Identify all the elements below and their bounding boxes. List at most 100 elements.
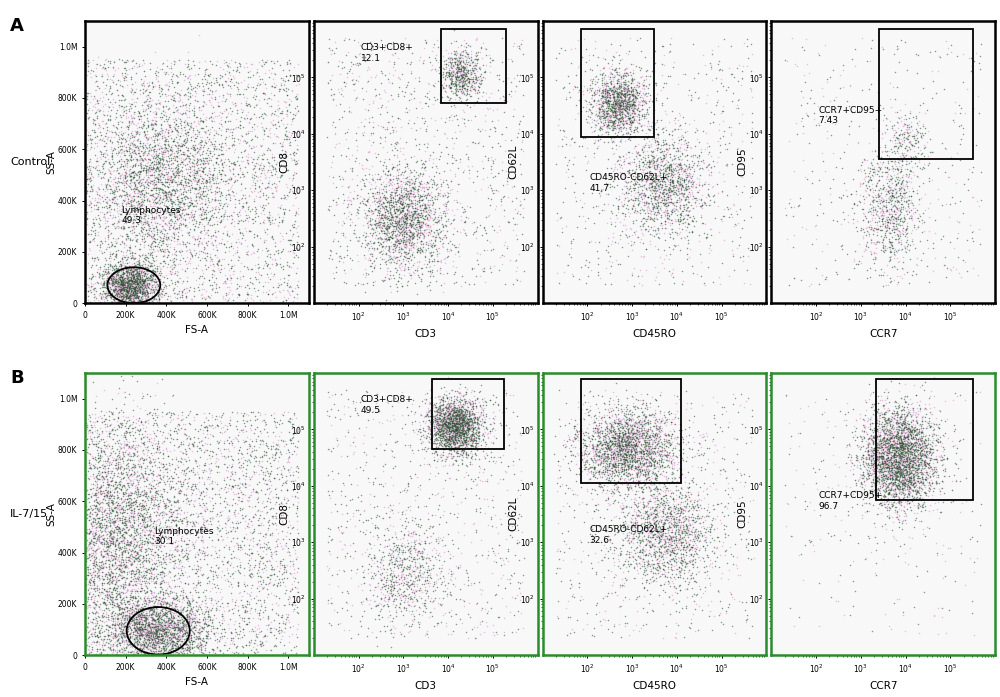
Point [623,118,639,129]
Point [164,604,180,615]
Point [347,77,363,89]
Point [148,118,164,130]
Point [653,496,669,507]
Point [671,183,687,194]
Point [92,519,108,530]
Point [359,195,375,206]
Point [127,276,143,287]
Point [453,415,469,426]
Point [158,627,174,638]
Point [583,466,599,477]
Point [609,437,625,448]
Point [108,182,124,193]
Point [644,446,660,457]
Point [84,451,100,462]
Point [234,192,250,204]
Point [881,473,897,484]
Point [264,552,280,563]
Point [107,631,123,642]
Point [365,187,381,199]
Point [115,274,131,285]
Point [116,282,132,293]
Point [905,430,921,441]
Point [140,627,156,638]
Point [627,439,643,450]
Point [104,526,120,537]
Point [433,448,449,459]
Point [446,419,462,430]
Point [649,135,665,146]
Point [135,447,151,459]
Point [875,401,891,412]
Point [887,141,903,152]
Point [122,276,138,287]
Point [917,459,933,470]
Point [614,107,630,118]
Point [893,410,909,421]
Point [614,478,630,489]
Point [107,437,123,448]
Point [615,454,631,465]
Point [251,626,267,637]
Point [253,599,269,610]
Point [397,572,413,583]
Point [610,105,626,116]
Point [99,569,115,581]
Point [248,436,264,447]
Point [611,114,627,125]
Point [468,72,484,84]
Point [908,441,924,452]
Point [435,393,451,404]
Point [895,477,911,489]
Point [921,225,937,236]
Point [231,138,247,149]
Point [113,94,129,105]
Point [898,179,914,190]
Point [858,458,874,469]
Point [104,572,120,583]
Point [103,497,119,508]
Point [458,429,474,440]
Point [970,269,986,280]
Point [910,445,926,456]
Point [886,431,902,442]
Point [151,137,167,148]
Point [881,486,897,497]
Point [915,441,931,452]
Point [106,293,122,305]
Point [600,565,616,576]
Point [132,270,148,281]
Point [466,83,482,94]
Point [151,630,167,641]
Point [965,236,981,247]
Point [132,271,148,282]
Point [449,429,465,440]
Point [457,277,473,288]
Point [453,412,469,423]
Point [150,480,166,491]
Point [223,461,239,473]
Point [930,602,946,613]
Point [630,184,646,195]
Point [437,474,453,485]
Point [407,190,423,201]
Point [883,447,899,459]
Point [460,438,476,449]
Point [426,227,442,238]
Point [609,85,625,96]
Point [666,425,682,436]
Point [587,119,603,130]
Point [604,491,620,502]
Point [76,572,92,583]
Point [610,154,626,165]
Point [102,287,118,298]
Point [122,664,138,675]
Point [432,572,448,583]
Point [895,459,911,470]
Point [79,509,95,520]
Point [119,595,135,606]
Point [236,437,252,448]
Point [651,190,667,201]
Point [860,438,876,449]
Point [224,553,240,564]
